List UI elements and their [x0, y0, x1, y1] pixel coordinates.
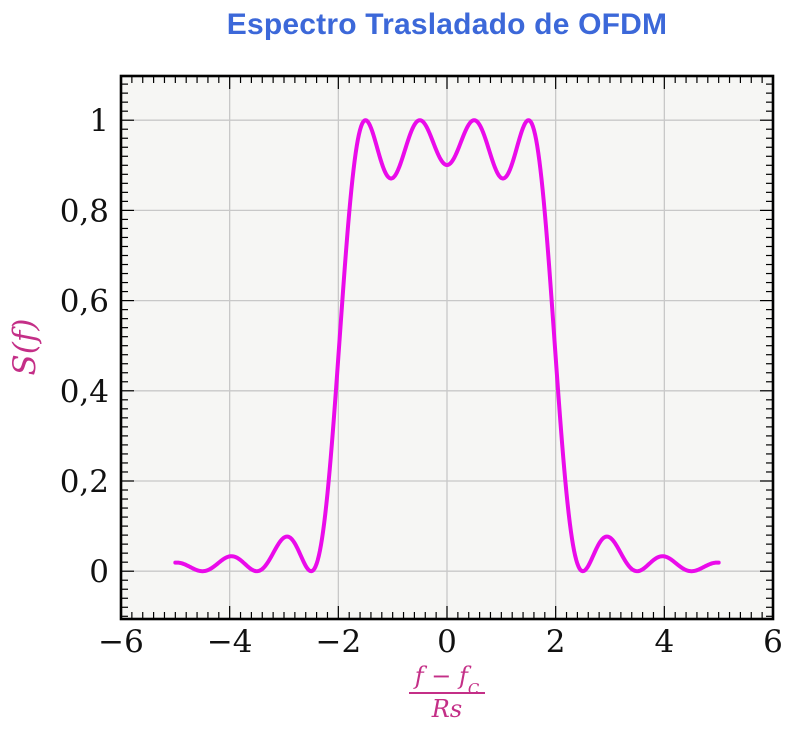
x-tick-label: −6	[98, 624, 144, 660]
y-tick-label: 0,6	[60, 284, 109, 320]
x-tick-label: 0	[437, 624, 457, 660]
y-tick-label: 0,8	[60, 193, 109, 229]
x-axis-label: f − fC Rs	[121, 663, 773, 723]
y-tick-label: 0	[89, 554, 109, 590]
x-tick-label: 2	[546, 624, 566, 660]
fraction-numerator: f − fC	[408, 662, 486, 696]
numerator-main: f − f	[414, 662, 468, 690]
spectrum-curve	[173, 118, 721, 574]
numerator-subscript: C	[467, 679, 480, 698]
chart-title: Espectro Trasladado de OFDM	[226, 8, 668, 41]
x-tick-label: 4	[654, 624, 674, 660]
axis-border	[119, 74, 775, 621]
x-tick-label: −4	[207, 624, 253, 660]
y-tick-label: 1	[89, 103, 109, 139]
x-tick-label: 6	[763, 624, 783, 660]
x-axis-label-fraction: f − fC Rs	[408, 662, 486, 724]
fraction-denominator: Rs	[431, 695, 463, 724]
y-axis-label: S(f)	[7, 318, 43, 376]
x-tick-label: −2	[315, 624, 361, 660]
y-tick-label: 0,2	[60, 464, 109, 500]
y-tick-label: 0,4	[60, 374, 109, 410]
